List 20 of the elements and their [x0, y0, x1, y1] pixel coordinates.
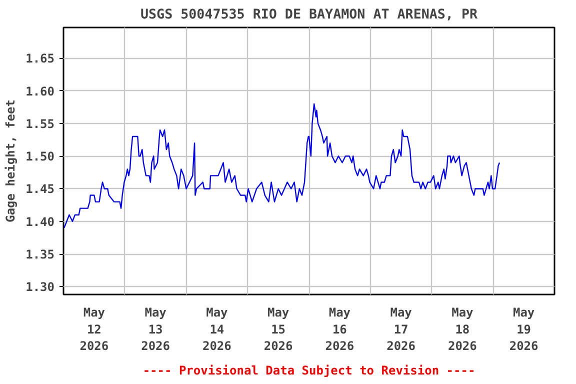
chart-title: USGS 50047535 RIO DE BAYAMON AT ARENAS, PR [140, 8, 478, 22]
x-tick-label: May 17 2026 [386, 306, 416, 354]
x-tick-label: May 13 2026 [141, 306, 170, 354]
y-tick-label: 1.40 [26, 214, 55, 229]
x-tick-label: May 18 2026 [448, 306, 477, 354]
y-tick-label: 1.50 [26, 150, 55, 164]
y-tick-label: 1.65 [26, 52, 55, 66]
x-tick-label: May 16 2026 [325, 306, 354, 354]
x-tick-label: May 12 2026 [80, 306, 109, 354]
x-tick-label: May 19 2026 [509, 306, 538, 354]
x-tick-label: May 14 2026 [202, 306, 232, 354]
y-tick-label: 1.60 [26, 84, 55, 98]
y-tick-label: 1.35 [26, 248, 55, 262]
y-tick-label: 1.55 [26, 116, 55, 131]
x-tick-label: May 15 2026 [264, 306, 293, 354]
y-tick-label: 1.45 [26, 182, 55, 196]
y-axis-title: Gage height, feet [4, 100, 18, 222]
line-series [64, 103, 500, 229]
text: ---- Provisional Data Subject to Revision ---- [142, 364, 476, 378]
y-tick-label: 1.30 [26, 280, 55, 294]
